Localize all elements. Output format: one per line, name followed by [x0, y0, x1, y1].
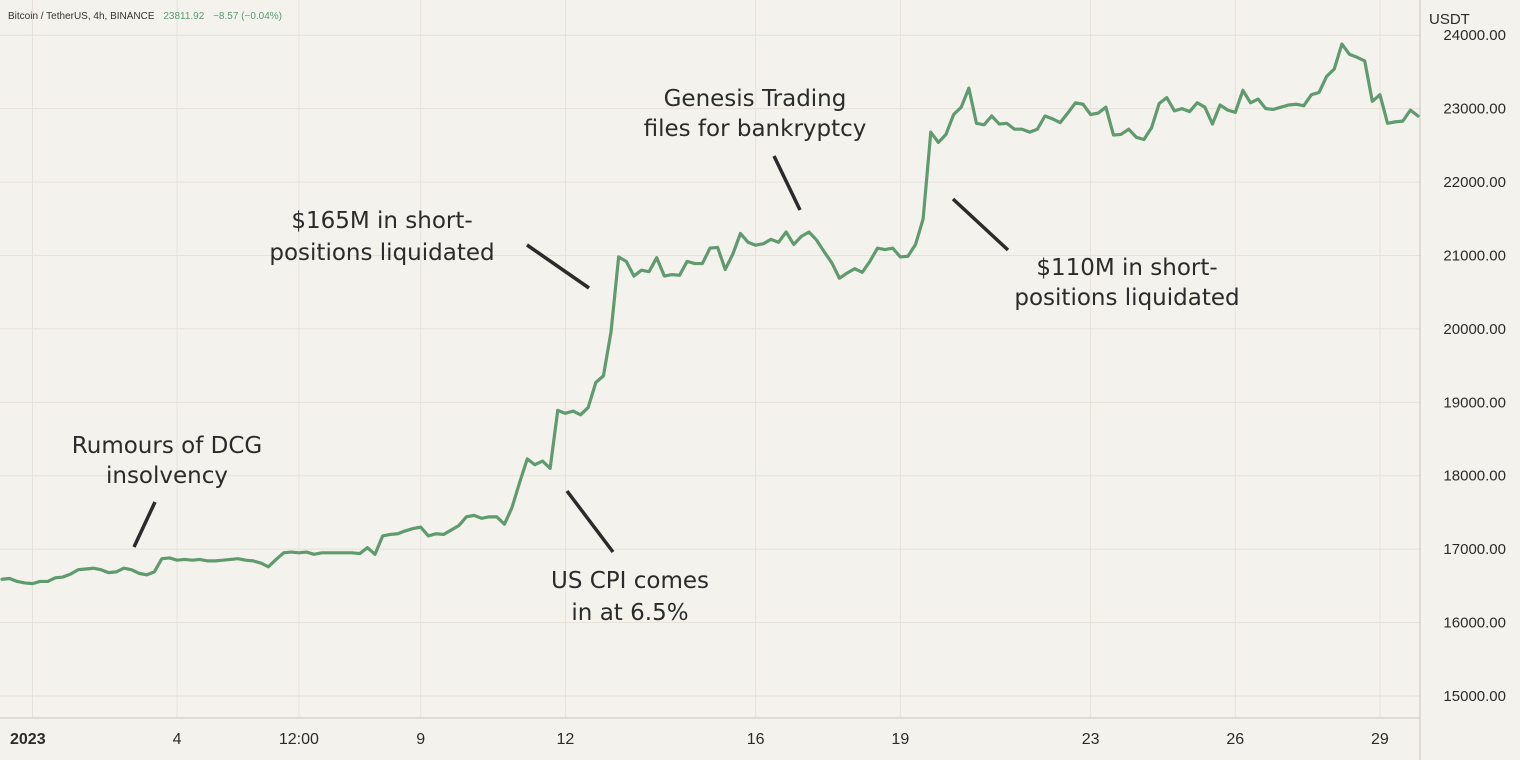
x-tick-label: 29 — [1371, 731, 1389, 748]
annotations: Rumours of DCG insolvency $165M in short… — [72, 86, 1240, 626]
x-tick-label: 12:00 — [279, 731, 319, 748]
x-tick-label: 4 — [173, 731, 182, 748]
leader-genesis — [772, 155, 802, 211]
annotation-cpi-line1: US CPI comes — [551, 568, 709, 594]
y-tick-label: 20000.00 — [1443, 321, 1506, 338]
leader-110m — [951, 197, 1010, 252]
y-tick-label: 22000.00 — [1443, 174, 1506, 191]
annotation-genesis-line2: files for bankryptcy — [644, 116, 867, 142]
annotation-dcg-line2: insolvency — [106, 463, 228, 489]
x-tick-label: 19 — [891, 731, 909, 748]
y-tick-label: 21000.00 — [1443, 247, 1506, 264]
leader-165m — [526, 243, 590, 290]
series-line — [0, 42, 1420, 586]
annotation-110m-line2: positions liquidated — [1014, 285, 1239, 311]
leader-dcg — [132, 501, 157, 548]
x-tick-label: 26 — [1226, 731, 1244, 748]
annotation-165m-line1: $165M in short- — [291, 208, 472, 234]
x-tick-label: 23 — [1082, 731, 1100, 748]
chart-header: Bitcoin / TetherUS, 4h, BINANCE 23811.92… — [8, 11, 282, 22]
annotation-dcg-line1: Rumours of DCG — [72, 433, 262, 459]
last-price: 23811.92 — [163, 11, 204, 22]
symbol-label: Bitcoin / TetherUS, 4h, BINANCE — [8, 11, 155, 22]
leader-cpi — [565, 489, 615, 554]
annotation-165m-line2: positions liquidated — [269, 240, 494, 266]
annotation-cpi-line2: in at 6.5% — [571, 600, 688, 626]
y-tick-label: 15000.00 — [1443, 688, 1506, 705]
x-tick-label: 12 — [556, 731, 574, 748]
x-tick-labels: 2023 4 12:00 9 12 16 19 23 26 29 — [10, 731, 1389, 748]
annotation-genesis-line1: Genesis Trading — [664, 86, 847, 112]
y-tick-label: 24000.00 — [1443, 27, 1506, 44]
x-tick-label: 16 — [747, 731, 765, 748]
annotation-leaders — [132, 155, 1010, 554]
x-tick-label: 2023 — [10, 731, 46, 748]
y-tick-label: 23000.00 — [1443, 101, 1506, 118]
price-change: −8.57 (−0.04%) — [213, 11, 282, 22]
axes — [0, 0, 1421, 760]
y-tick-label: 18000.00 — [1443, 468, 1506, 485]
y-tick-label: 16000.00 — [1443, 615, 1506, 632]
annotation-110m-line1: $110M in short- — [1036, 255, 1217, 281]
svg-text:Bitcoin / TetherUS, 4h, BINANC: Bitcoin / TetherUS, 4h, BINANCE 23811.92… — [8, 11, 282, 22]
y-tick-label: 19000.00 — [1443, 394, 1506, 411]
y-tick-labels: 15000.00 16000.00 17000.00 18000.00 19000.00… — [1443, 27, 1506, 705]
grid — [0, 0, 1420, 718]
y-axis-unit-label: USDT — [1429, 11, 1470, 28]
x-tick-label: 9 — [416, 731, 425, 748]
y-tick-label: 17000.00 — [1443, 541, 1506, 558]
